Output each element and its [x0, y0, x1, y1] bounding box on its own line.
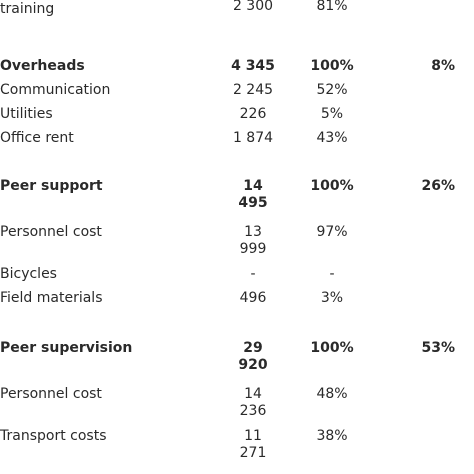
- cell-label: Personnel cost: [0, 224, 102, 240]
- cell-percent: 43%: [316, 130, 348, 146]
- cell-label: Field materials: [0, 290, 103, 306]
- cell-percent: 100%: [310, 340, 354, 356]
- cell-amount: 496: [239, 290, 267, 306]
- cell-percent: 100%: [310, 178, 354, 194]
- cell-label: Utilities: [0, 106, 53, 122]
- cell-label: Manual adaptation and initial training: [0, 1, 55, 17]
- cell-percent: 81%: [316, 0, 348, 14]
- cell-label: Peer support: [0, 178, 103, 194]
- cell-label: Peer supervision: [0, 340, 133, 356]
- cell-percent: 48%: [316, 386, 348, 402]
- cell-amount: 11 271: [239, 428, 267, 461]
- cell-amount: -: [250, 266, 256, 282]
- cell-label: Overheads: [0, 58, 85, 74]
- cell-amount: 13 999: [239, 224, 267, 257]
- cell-label: Transport costs: [0, 428, 107, 444]
- cell-share: 26%: [421, 178, 455, 194]
- cell-label: Personnel cost: [0, 386, 102, 402]
- cell-label: Communication: [0, 82, 111, 98]
- cell-amount: 14 236: [239, 386, 267, 419]
- cell-share: 53%: [421, 340, 455, 356]
- cell-percent: 100%: [310, 58, 354, 74]
- cell-label: Bicycles: [0, 266, 57, 282]
- cell-amount: 2 245: [232, 82, 274, 98]
- cell-label: Office rent: [0, 130, 74, 146]
- cell-percent: 3%: [320, 290, 344, 306]
- cell-percent: -: [329, 266, 335, 282]
- cell-percent: 38%: [316, 428, 348, 444]
- cell-share: 8%: [431, 58, 455, 74]
- cell-percent: 52%: [316, 82, 348, 98]
- cell-amount: 29 920: [238, 340, 268, 373]
- cell-amount: 14 495: [238, 178, 268, 211]
- cell-amount: 226: [239, 106, 267, 122]
- cell-percent: 97%: [316, 224, 348, 240]
- cell-amount: 2 300: [232, 0, 274, 14]
- cell-percent: 5%: [320, 106, 344, 122]
- cell-amount: 1 874: [232, 130, 274, 146]
- cell-amount: 4 345: [231, 58, 275, 74]
